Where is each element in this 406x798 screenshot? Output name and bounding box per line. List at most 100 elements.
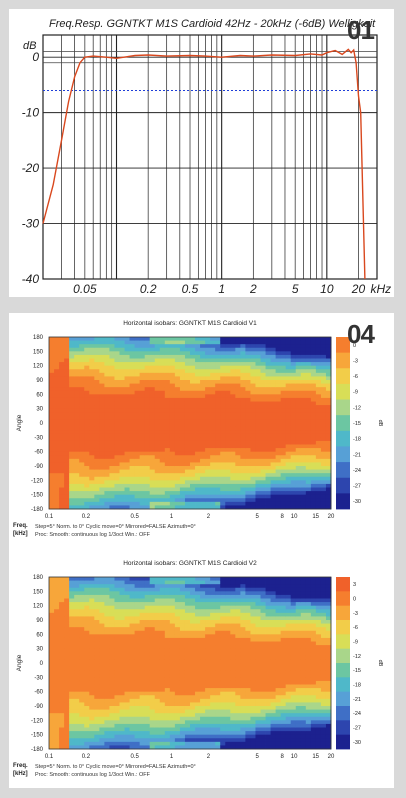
heatmap-cell bbox=[104, 594, 110, 599]
heatmap-cell bbox=[139, 731, 146, 736]
heatmap-cell bbox=[300, 462, 307, 467]
heatmap-cell bbox=[260, 469, 266, 474]
heatmap-cell bbox=[169, 390, 176, 395]
heatmap-cell bbox=[149, 727, 156, 732]
heatmap-cell bbox=[285, 437, 292, 442]
heatmap-cell bbox=[325, 426, 332, 431]
heatmap-cell bbox=[205, 462, 211, 467]
heatmap-cell bbox=[159, 466, 166, 470]
heatmap-cell bbox=[144, 451, 151, 456]
heatmap-cell bbox=[215, 670, 221, 675]
heatmap-cell bbox=[144, 437, 151, 442]
heatmap-cell bbox=[260, 637, 266, 642]
heatmap-cell bbox=[109, 458, 115, 463]
heatmap-cell bbox=[230, 455, 236, 460]
heatmap-cell bbox=[270, 641, 277, 646]
heatmap-cell bbox=[64, 337, 70, 341]
heatmap-cell bbox=[195, 505, 201, 510]
heatmap-cell bbox=[124, 612, 130, 617]
heatmap-cell bbox=[179, 688, 186, 693]
heatmap-cell bbox=[144, 720, 151, 725]
heatmap-cell bbox=[169, 444, 176, 449]
heatmap-cell bbox=[94, 720, 100, 725]
heatmap-cell bbox=[325, 365, 332, 370]
heatmap-cell bbox=[250, 598, 256, 603]
heatmap-cell bbox=[184, 473, 191, 478]
heatmap-cell bbox=[245, 440, 251, 445]
heatmap-cell bbox=[205, 630, 211, 635]
heatmap-cell bbox=[240, 652, 246, 657]
heatmap-cell bbox=[174, 498, 181, 503]
heatmap-cell bbox=[84, 620, 90, 624]
heatmap-cell bbox=[79, 706, 85, 710]
heatmap-cell bbox=[149, 659, 156, 664]
heatmap-cell bbox=[79, 630, 85, 635]
heatmap-cell bbox=[295, 487, 302, 492]
heatmap-cell bbox=[89, 458, 95, 463]
heatmap-cell bbox=[124, 698, 130, 703]
heatmap-cell bbox=[245, 716, 251, 721]
heatmap-cell bbox=[159, 655, 166, 660]
heatmap-cell bbox=[235, 716, 241, 721]
heatmap-cell bbox=[159, 354, 166, 359]
heatmap-cell bbox=[104, 473, 110, 478]
heatmap-cell bbox=[109, 430, 115, 435]
heatmap-cell bbox=[119, 716, 125, 721]
heatmap-cell bbox=[79, 716, 85, 721]
heatmap-cell bbox=[114, 702, 120, 707]
heatmap-cell bbox=[295, 494, 302, 499]
heatmap-cell bbox=[149, 466, 156, 470]
heatmap-cell bbox=[164, 487, 171, 492]
heatmap-cell bbox=[300, 380, 307, 384]
heatmap-cell bbox=[250, 591, 256, 596]
heatmap-cell bbox=[310, 358, 317, 363]
heatmap-cell bbox=[89, 723, 95, 728]
heatmap-cell bbox=[89, 383, 95, 388]
heatmap-cell bbox=[74, 423, 80, 427]
heatmap-cell bbox=[285, 376, 292, 381]
heatmap-cell bbox=[320, 394, 327, 399]
heatmap-cell bbox=[69, 741, 75, 746]
heatmap-cell bbox=[280, 444, 287, 449]
heatmap-cell bbox=[134, 641, 141, 646]
heatmap-cell bbox=[174, 745, 181, 750]
heatmap-cell bbox=[260, 340, 266, 345]
heatmap-cell bbox=[134, 741, 141, 746]
heatmap-cell bbox=[74, 462, 80, 467]
heatmap-cell bbox=[169, 741, 176, 746]
heatmap-cell bbox=[154, 577, 161, 581]
heatmap-cell bbox=[64, 423, 70, 427]
colorbar-label: -6 bbox=[353, 374, 358, 380]
heatmap-cell bbox=[99, 612, 105, 617]
heatmap-cell bbox=[119, 344, 125, 349]
heatmap-cell bbox=[154, 458, 161, 463]
heatmap-cell bbox=[109, 677, 115, 682]
heatmap-cell bbox=[109, 448, 115, 453]
heatmap-cell bbox=[114, 423, 120, 427]
heatmap-cell bbox=[260, 587, 266, 592]
heatmap-cell bbox=[64, 498, 70, 503]
heatmap-cell bbox=[260, 623, 266, 628]
heatmap-cell bbox=[59, 444, 65, 449]
heatmap-cell bbox=[164, 637, 171, 642]
heatmap-cell bbox=[69, 405, 75, 410]
heatmap-cell bbox=[240, 354, 246, 359]
heatmap-cell bbox=[59, 498, 65, 503]
heatmap-cell bbox=[190, 666, 196, 671]
heatmap-cell bbox=[114, 340, 120, 345]
heatmap-cell bbox=[245, 709, 251, 714]
heatmap-cell bbox=[94, 483, 100, 488]
heatmap-cell bbox=[225, 362, 231, 367]
heatmap-cell bbox=[174, 344, 181, 349]
heatmap-cell bbox=[245, 423, 251, 427]
heatmap-cell bbox=[200, 731, 206, 736]
heatmap-cell bbox=[275, 627, 282, 632]
heatmap-cell bbox=[114, 594, 120, 599]
heatmap-cell bbox=[220, 673, 226, 678]
heatmap-cell bbox=[270, 455, 277, 460]
heatmap-cell bbox=[174, 412, 181, 417]
heatmap-cell bbox=[250, 584, 256, 589]
heatmap-cell bbox=[139, 727, 146, 732]
heatmap-cell bbox=[89, 394, 95, 399]
heatmap-cell bbox=[109, 362, 115, 367]
